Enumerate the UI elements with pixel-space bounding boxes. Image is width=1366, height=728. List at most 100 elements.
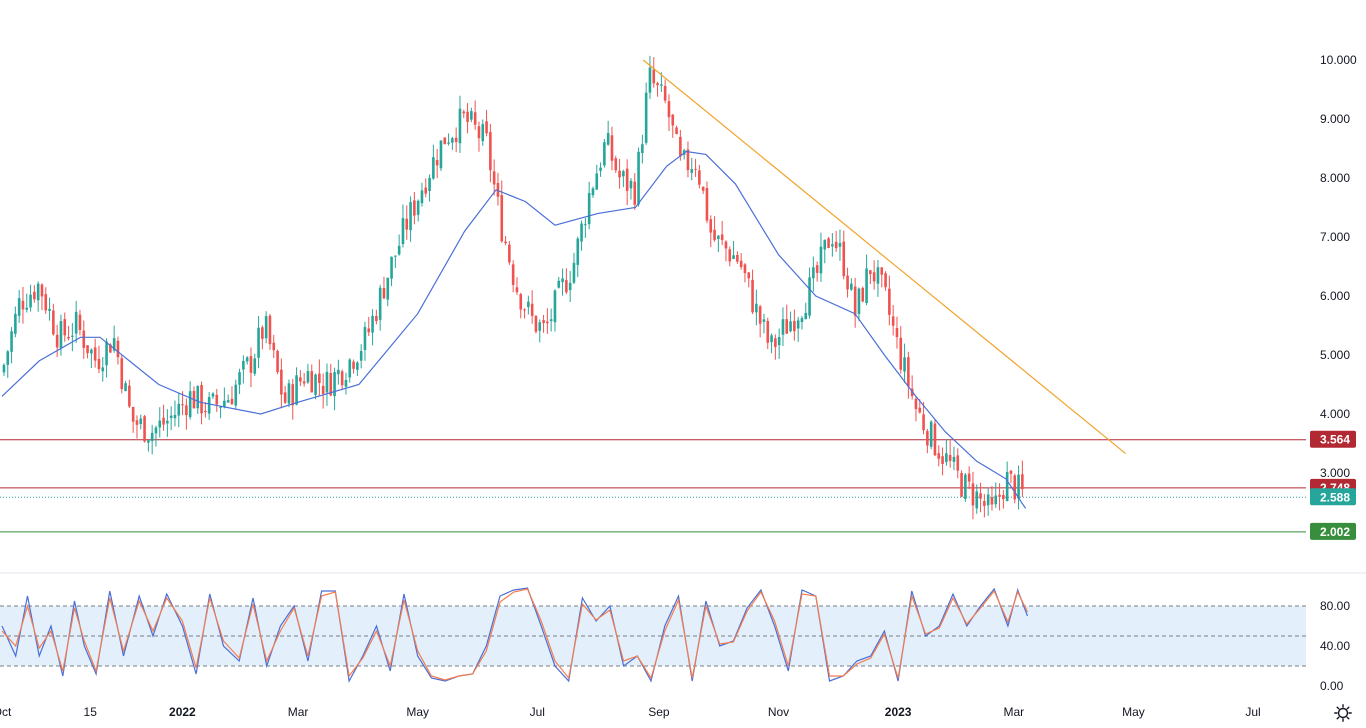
candle-body xyxy=(466,111,469,122)
candle-body xyxy=(690,169,694,173)
oscillator-tick-label: 0.00 xyxy=(1320,679,1344,693)
candle-body xyxy=(245,357,249,362)
candle-body xyxy=(508,244,511,263)
candle-body xyxy=(299,377,302,382)
candle-body xyxy=(1013,475,1017,500)
candle-body xyxy=(473,112,477,125)
candle-body xyxy=(793,320,796,332)
candle-body xyxy=(622,171,625,177)
candle-body xyxy=(432,157,435,179)
time-axis[interactable]: Oct 15 2022 Mar May Jul Sep Nov 2023 Mar May Jul xyxy=(0,705,1261,719)
candle-body xyxy=(1017,474,1020,499)
stochastic-line-d xyxy=(1,588,1029,681)
oscillator-tick-label: 80.00 xyxy=(1320,599,1350,613)
candle-body xyxy=(162,417,165,425)
price-tick-label: 4.000 xyxy=(1320,407,1350,421)
candle-body xyxy=(14,313,17,334)
candle-body xyxy=(979,493,982,499)
candle-body xyxy=(876,267,880,284)
stochastic-pane[interactable] xyxy=(0,587,1306,683)
time-tick-label: Nov xyxy=(768,705,789,719)
oscillator-axis[interactable]: 80.00 40.00 0.00 xyxy=(1320,599,1350,693)
candle-body xyxy=(135,420,139,425)
candle-body xyxy=(637,151,640,205)
candle-body xyxy=(819,246,823,274)
candle-body xyxy=(762,319,766,322)
candle-body xyxy=(340,371,344,386)
candle-body xyxy=(857,288,861,315)
candle-body xyxy=(55,334,59,348)
candle-body xyxy=(82,330,86,348)
candle-body xyxy=(428,177,431,191)
candle-body xyxy=(998,494,1001,497)
price-tick-label: 8.000 xyxy=(1320,171,1350,185)
candle-body xyxy=(105,341,108,366)
candle-body xyxy=(739,260,743,268)
candle-body xyxy=(766,320,770,343)
candle-body xyxy=(903,357,906,372)
candle-body xyxy=(416,200,420,215)
candle-body xyxy=(572,262,576,283)
candle-body xyxy=(736,254,739,262)
price-axis[interactable]: 10.000 9.000 8.000 7.000 6.000 5.000 4.000 3.00… xyxy=(1320,53,1357,480)
price-tick-label: 3.000 xyxy=(1320,466,1350,480)
candle-body xyxy=(656,83,659,86)
candle-body xyxy=(492,171,496,185)
candle-body xyxy=(1002,495,1005,500)
candle-body xyxy=(158,420,162,428)
candle-body xyxy=(838,243,842,247)
candle-body xyxy=(424,187,428,194)
candle-body xyxy=(401,218,405,245)
candle-body xyxy=(325,371,329,393)
candle-body xyxy=(861,287,865,302)
candle-body xyxy=(542,320,545,324)
candle-body xyxy=(633,181,637,205)
time-tick-label: Mar xyxy=(288,705,309,719)
candle-body xyxy=(975,491,979,509)
candle-body xyxy=(124,383,127,392)
candle-body xyxy=(952,456,956,462)
candle-body xyxy=(211,393,215,397)
candle-body xyxy=(580,223,583,242)
candle-body xyxy=(872,272,876,282)
candle-body xyxy=(595,173,599,190)
candle-body xyxy=(238,372,241,385)
candle-body xyxy=(941,456,944,465)
price-tick-label: 10.000 xyxy=(1320,53,1357,67)
time-tick-label: 2023 xyxy=(885,705,912,719)
candle-body xyxy=(960,472,963,497)
candle-body xyxy=(394,255,397,257)
candle-body xyxy=(59,321,63,349)
candle-body xyxy=(447,142,450,144)
trendline[interactable] xyxy=(642,59,1126,454)
price-tick-label: 7.000 xyxy=(1320,230,1350,244)
candle-body xyxy=(337,369,340,375)
candle-body xyxy=(663,85,667,101)
candle-body xyxy=(196,385,200,409)
candle-body xyxy=(869,270,872,275)
candle-body xyxy=(128,385,131,407)
candle-body xyxy=(568,282,572,291)
candle-body xyxy=(477,126,481,139)
candle-body xyxy=(796,320,800,329)
candle-body xyxy=(644,92,648,143)
time-tick-label: Mar xyxy=(1003,705,1024,719)
candle-body xyxy=(565,280,568,293)
candle-body xyxy=(789,321,792,332)
candle-body xyxy=(112,338,116,351)
candle-body xyxy=(603,142,606,166)
gear-icon[interactable] xyxy=(1334,704,1352,722)
candle-body xyxy=(549,319,553,322)
candle-body xyxy=(967,473,971,482)
candle-body xyxy=(120,358,124,390)
candle-body xyxy=(964,474,967,499)
candle-body xyxy=(147,440,150,443)
candle-body xyxy=(143,416,146,442)
candle-body xyxy=(489,132,492,171)
price-pane[interactable] xyxy=(0,55,1366,574)
candle-body xyxy=(204,410,207,412)
candle-body xyxy=(891,316,895,326)
candle-body xyxy=(884,273,887,288)
candle-body xyxy=(774,338,777,347)
